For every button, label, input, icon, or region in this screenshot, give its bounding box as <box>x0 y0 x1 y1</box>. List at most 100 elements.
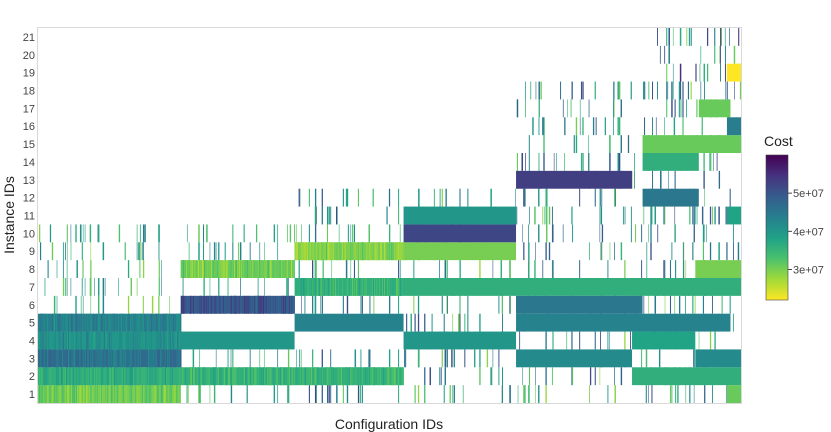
heatmap-cell <box>45 349 47 368</box>
heatmap-cell <box>171 313 173 332</box>
heatmap-cell <box>515 188 516 207</box>
heatmap-cell <box>545 367 547 386</box>
heatmap-cell <box>67 224 68 243</box>
heatmap-cell <box>139 349 141 368</box>
heatmap-cell <box>136 331 138 350</box>
heatmap-cell <box>289 224 292 243</box>
heatmap-cell <box>249 367 250 386</box>
heatmap-cell <box>367 242 369 261</box>
heatmap-cell <box>166 385 168 403</box>
heatmap-cell <box>174 385 176 403</box>
heatmap-cell <box>356 278 358 296</box>
heatmap-cell <box>458 313 460 332</box>
heatmap-cell <box>709 331 712 350</box>
heatmap-cell <box>538 224 540 243</box>
heatmap-cell <box>113 349 115 368</box>
heatmap-cell <box>221 295 223 314</box>
heatmap-cell <box>102 295 105 314</box>
heatmap-cell <box>317 242 319 261</box>
heatmap-cell <box>490 188 492 207</box>
heatmap-cell <box>312 349 314 368</box>
heatmap-cell <box>46 349 48 368</box>
heatmap-cell <box>123 313 125 332</box>
heatmap-cell <box>167 349 168 368</box>
heatmap-cell <box>154 349 156 368</box>
heatmap-cell <box>244 260 246 278</box>
heatmap-cell <box>130 278 132 296</box>
heatmap-cell <box>187 385 189 403</box>
heatmap-cell <box>272 367 274 386</box>
heatmap-cell <box>414 385 416 403</box>
heatmap-cell <box>262 295 264 314</box>
heatmap-cell <box>573 135 575 153</box>
heatmap-cell <box>138 367 140 386</box>
heatmap-cell <box>345 242 347 261</box>
heatmap-cell <box>342 188 344 207</box>
heatmap-cell <box>143 385 145 403</box>
heatmap-cell <box>237 295 239 314</box>
heatmap-cell <box>359 242 361 261</box>
heatmap-cell <box>205 295 207 314</box>
heatmap-cell <box>613 99 615 118</box>
heatmap-cell <box>394 242 396 261</box>
heatmap-cell <box>153 349 154 368</box>
heatmap-cell <box>414 313 416 332</box>
heatmap-cell <box>648 81 650 100</box>
heatmap-cell <box>67 349 68 368</box>
colorbar-gradient <box>765 154 789 301</box>
heatmap-cell <box>72 385 74 403</box>
heatmap-cell <box>252 260 254 278</box>
heatmap-cell <box>398 295 400 314</box>
heatmap-cell <box>203 295 204 314</box>
heatmap-cell <box>90 313 92 332</box>
heatmap-cell <box>368 242 370 261</box>
heatmap-cell <box>144 313 146 332</box>
heatmap-cell <box>142 295 144 314</box>
heatmap-cell <box>299 349 301 368</box>
heatmap-cell <box>618 81 621 100</box>
heatmap-cell <box>107 349 108 368</box>
heatmap-cell <box>117 331 119 350</box>
heatmap-cell <box>88 313 90 332</box>
heatmap-cell <box>141 385 143 403</box>
heatmap-block <box>695 349 741 368</box>
heatmap-cell <box>675 385 677 403</box>
heatmap-cell <box>331 367 333 386</box>
heatmap-cell <box>339 367 341 386</box>
heatmap-cell <box>227 278 229 296</box>
heatmap-cell <box>600 242 603 261</box>
heatmap-cell <box>613 117 614 136</box>
heatmap-cell <box>191 260 193 278</box>
heatmap-cell <box>349 367 351 386</box>
y-tick-label: 7 <box>29 282 35 294</box>
heatmap-cell <box>674 224 676 243</box>
heatmap-cell <box>386 206 388 225</box>
heatmap-cell <box>359 278 360 296</box>
heatmap-cell <box>479 313 481 332</box>
heatmap-cell <box>130 331 131 350</box>
heatmap-cell <box>491 367 493 386</box>
heatmap-cell <box>522 224 524 243</box>
heatmap-cell <box>664 45 666 64</box>
heatmap-cell <box>337 367 338 386</box>
heatmap-cell <box>117 385 119 403</box>
heatmap-cell <box>342 242 343 261</box>
heatmap-cell <box>498 367 500 386</box>
heatmap-cell <box>76 385 77 403</box>
heatmap-cell <box>309 367 311 386</box>
heatmap-cell <box>136 349 137 368</box>
heatmap-cell <box>169 331 171 350</box>
heatmap-cell <box>502 313 504 332</box>
heatmap-cell <box>114 385 115 403</box>
heatmap-cell <box>189 260 190 278</box>
heatmap-cell <box>100 385 101 403</box>
heatmap-cell <box>71 385 73 403</box>
heatmap-cell <box>216 367 217 386</box>
heatmap-cell <box>374 242 376 261</box>
colorbar-title: Cost <box>764 133 793 149</box>
heatmap-cell <box>64 313 66 332</box>
heatmap-cell <box>396 278 398 296</box>
heatmap-cell <box>43 349 45 368</box>
heatmap-cell <box>306 367 308 386</box>
heatmap-cell <box>66 224 68 243</box>
